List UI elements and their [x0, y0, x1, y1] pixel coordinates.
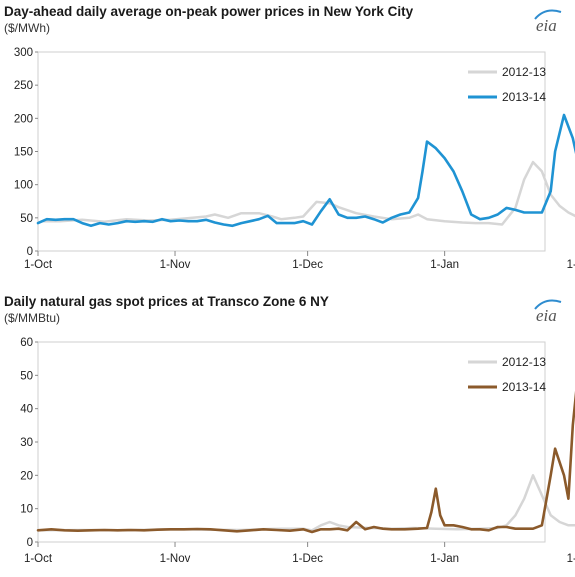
y-tick-label: 0 [27, 246, 33, 258]
y-axis-unit: ($/MMBtu) [4, 311, 61, 325]
x-tick-label: 1-Nov [160, 553, 191, 565]
legend-label: 2012-13 [502, 65, 546, 79]
power-price-panel: Day-ahead daily average on-peak power pr… [4, 4, 575, 271]
x-tick-label: 1-Nov [160, 259, 191, 271]
eia-logo-icon: eia [534, 9, 562, 34]
series-line-2013-14 [36, 390, 575, 534]
gas-price-panel: Daily natural gas spot prices at Transco… [0, 290, 575, 577]
svg-text:eia: eia [536, 16, 557, 34]
y-tick-label: 0 [27, 537, 33, 549]
y-axis-unit: ($/MWh) [4, 21, 50, 35]
series-line-2012-13 [41, 474, 575, 532]
y-tick-label: 100 [14, 180, 33, 192]
x-tick-label: 1-Oct [24, 259, 53, 271]
chart-title: Daily natural gas spot prices at Transco… [4, 294, 329, 309]
power-price-chart: 0 50 100 150 200 250 300 1-Oct 1-Nov 1-Dec 1-Jan 1-… [14, 47, 575, 271]
x-tick-label: 1-Dec [292, 259, 323, 271]
y-tick-label: 50 [20, 370, 33, 382]
x-tick-label: 1-Oct [24, 553, 53, 565]
svg-text:eia: eia [536, 306, 557, 324]
gas-price-chart: 01020304050601-Oct1-Nov1-Dec1-Jan1-Feb1-… [20, 337, 575, 565]
eia-logo-icon: eia [534, 299, 562, 324]
x-tick-label: 1-Feb [567, 553, 575, 565]
y-tick-label: 10 [20, 504, 33, 516]
x-tick-label: 1-Jan [430, 553, 459, 565]
legend-label: 2013-14 [502, 90, 546, 104]
y-tick-label: 300 [14, 47, 33, 59]
y-tick-label: 40 [20, 404, 33, 416]
x-tick-label: 1-Dec [292, 553, 323, 565]
y-tick-label: 200 [14, 113, 33, 125]
x-tick-label: 1-Jan [430, 259, 459, 271]
series-line-2013-14 [36, 113, 575, 228]
series-line-2012-13 [41, 160, 575, 226]
y-tick-label: 20 [20, 470, 33, 482]
x-tick-label: 1-Feb [567, 259, 575, 271]
plot-frame [37, 341, 546, 543]
y-tick-label: 250 [14, 80, 33, 92]
y-tick-label: 150 [14, 147, 33, 159]
y-tick-label: 60 [20, 337, 33, 349]
legend-label: 2013-14 [502, 380, 546, 394]
y-tick-label: 50 [20, 213, 33, 225]
y-tick-label: 30 [20, 437, 33, 449]
legend-label: 2012-13 [502, 355, 546, 369]
chart-title: Day-ahead daily average on-peak power pr… [4, 4, 414, 19]
